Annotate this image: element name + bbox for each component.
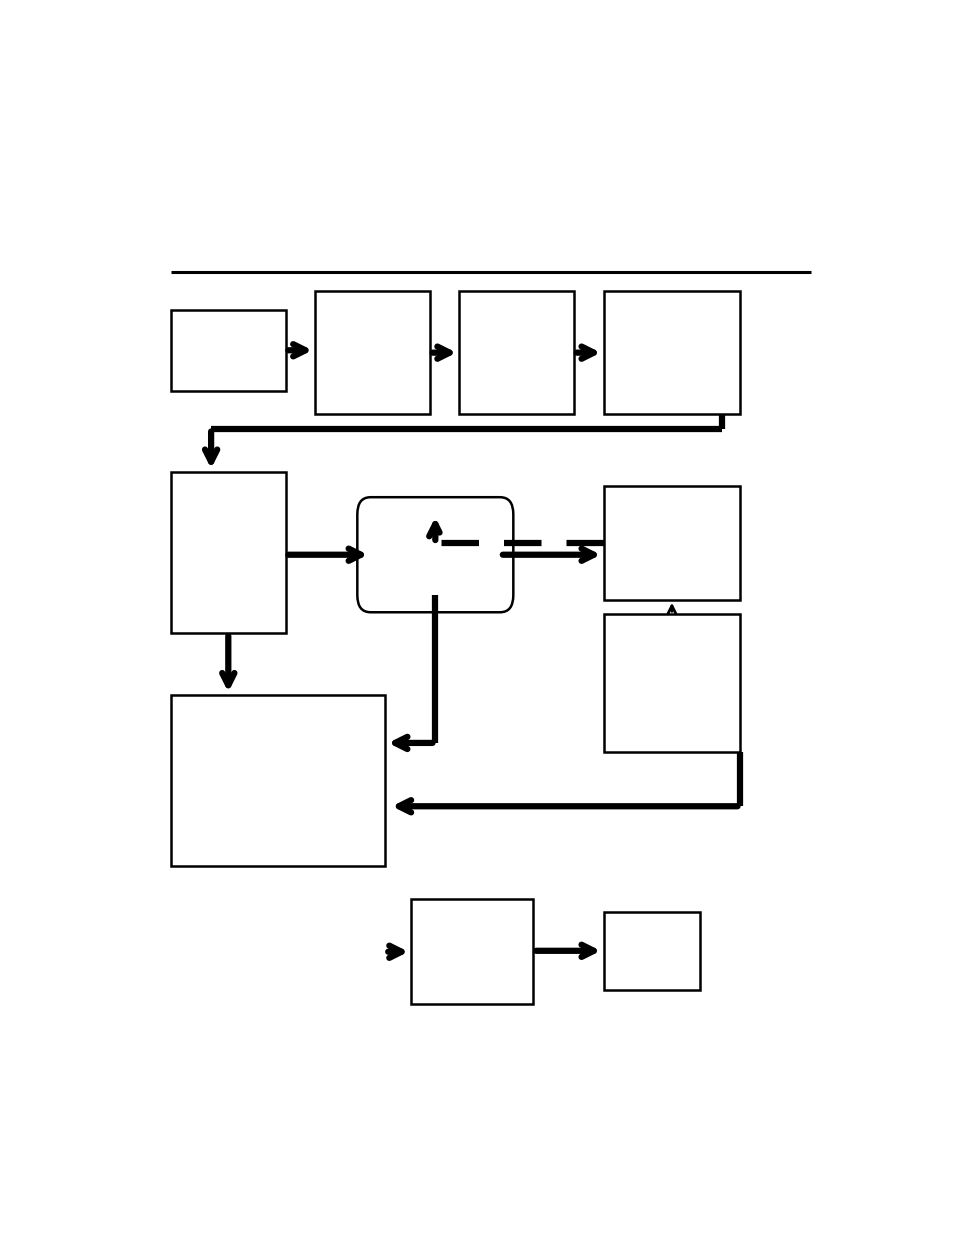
Bar [603, 614, 740, 752]
Bar [171, 310, 285, 390]
Bar [459, 291, 574, 415]
FancyBboxPatch shape [357, 498, 513, 613]
Bar [603, 911, 699, 989]
Bar [314, 291, 429, 415]
Bar [603, 291, 740, 415]
Bar [411, 899, 533, 1004]
Bar [171, 695, 385, 866]
Bar [171, 472, 285, 634]
Bar [603, 485, 740, 600]
